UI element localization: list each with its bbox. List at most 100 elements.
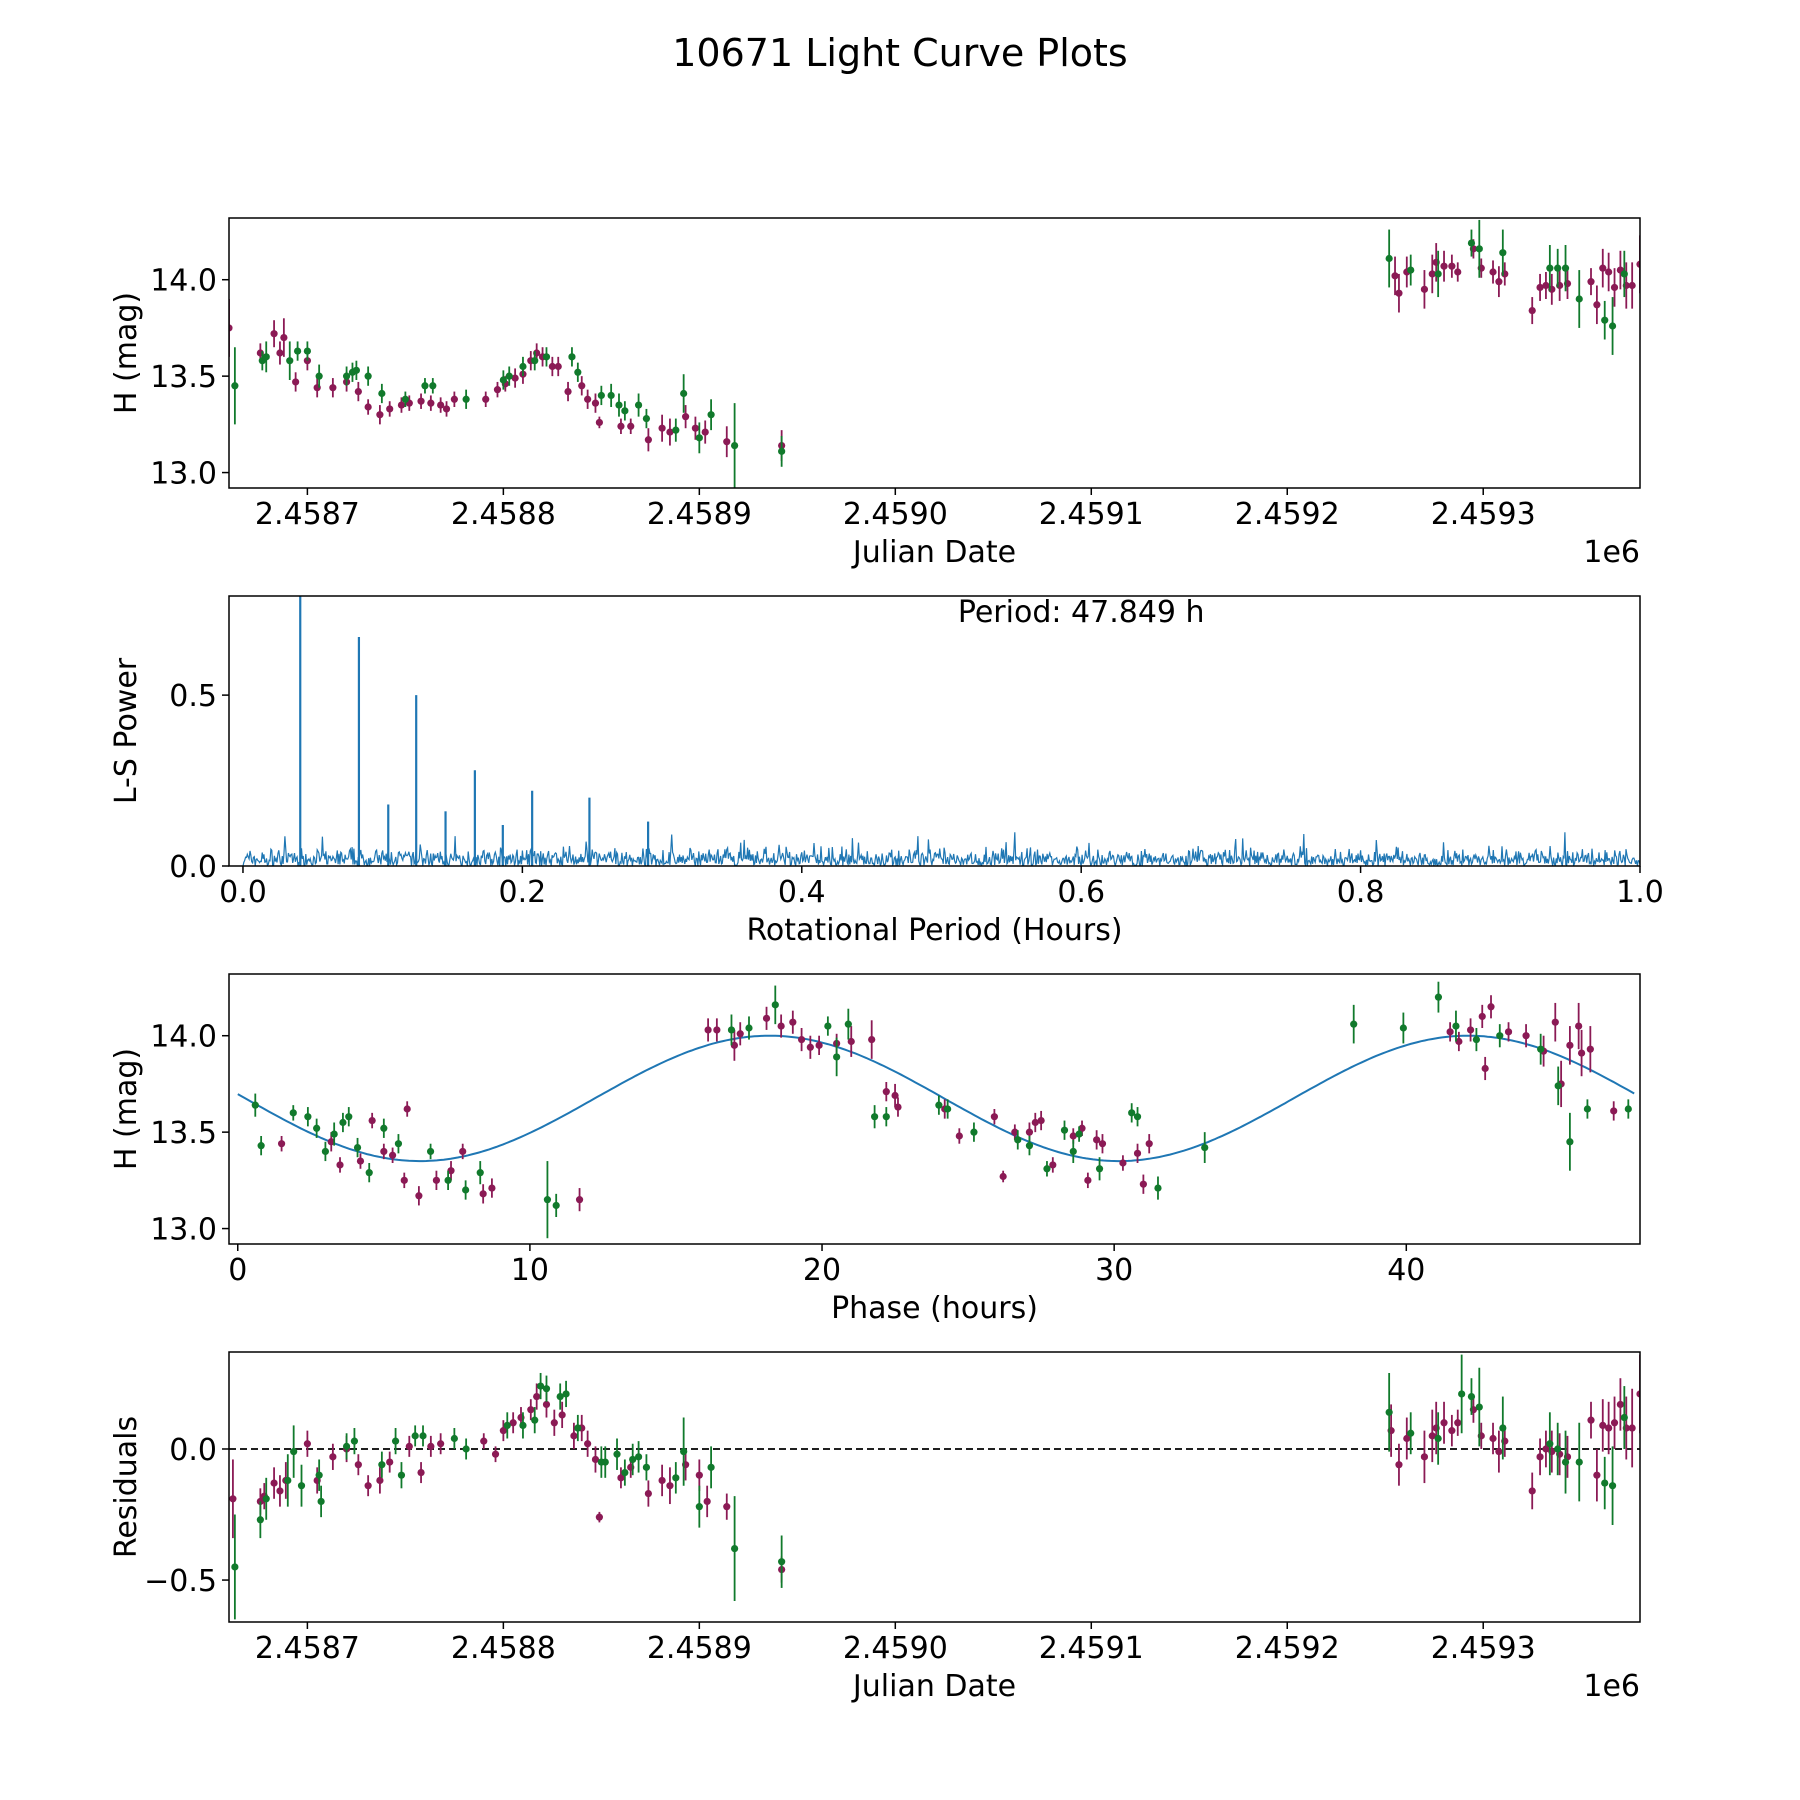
data-point [342,1442,351,1450]
data-point [1420,285,1429,293]
data-point [354,1461,362,1469]
data-point [345,1113,353,1121]
x-tick-label: 2.4589 [647,497,752,532]
residuals-panel: 2.4587 2.4588 2.4589 2.4590 2.4591 2.4592 2.45… [109,1351,1641,1704]
data-point [591,399,600,407]
data-point [815,1041,823,1049]
data-point [1599,264,1607,272]
data-point [353,1143,362,1152]
data-point [634,1453,643,1461]
data-point [276,1487,284,1495]
data-point [330,1130,338,1138]
data-point [730,1041,738,1049]
data-point [723,438,731,446]
data-point [1566,1138,1574,1146]
data-point [400,1176,408,1184]
data-point [376,1476,384,1485]
data-point [707,411,715,419]
data-point [621,1468,629,1477]
data-point [1454,268,1462,276]
data-point [364,372,372,380]
data-point [364,1482,372,1490]
data-point [627,422,635,430]
data-point [564,387,572,396]
data-point [1620,1413,1628,1422]
data-point [595,418,603,427]
data-point [1495,1448,1503,1456]
data-point [1133,1149,1142,1157]
x-axis-label: Phase (hours) [831,1291,1038,1326]
data-point [680,1448,688,1456]
data-point [607,391,615,400]
res-axes-frame [228,1351,1641,1623]
data-point [1448,1427,1456,1435]
data-point [432,1176,441,1184]
data-point [421,382,429,390]
data-point [1043,1165,1051,1173]
data-point [644,436,652,444]
data-point [1434,993,1443,1001]
data-point [731,441,739,450]
data-point [401,395,409,403]
y-axis-label: H (mag) [109,1048,144,1170]
data-point [391,1437,400,1445]
data-point [380,1124,388,1132]
ls-plot-area [242,596,1640,866]
data-point [1455,1037,1463,1046]
data-point [290,1448,298,1456]
data-point [1624,1105,1632,1113]
data-point [1593,1471,1601,1479]
data-point [542,1400,551,1409]
data-point [1069,1132,1077,1140]
series-green [231,1354,1628,1620]
data-point [1128,1109,1136,1117]
data-point [1119,1159,1127,1167]
data-point [680,389,688,398]
data-point [682,413,690,421]
data-point [303,347,311,355]
phase-axes-frame [228,973,1641,1245]
data-point [229,324,233,332]
data-point [426,1147,435,1156]
data-point [727,1026,736,1034]
data-point [1049,1161,1057,1169]
data-point [257,1142,265,1150]
data-point [575,1196,584,1204]
data-point [578,382,586,390]
data-point [570,1432,578,1440]
figure-title: 10671 Light Curve Plots [672,31,1127,75]
data-point [286,357,294,365]
data-point [548,362,556,371]
x-tick-label: 2.4590 [843,1631,948,1666]
data-point [1575,1022,1583,1030]
data-point [731,1545,739,1553]
data-point [276,349,284,357]
x-axis-label: Rotational Period (Hours) [746,913,1122,948]
data-point [289,1109,297,1117]
data-point [1528,306,1536,315]
x-tick-label: 2.4587 [255,497,360,532]
data-point [1554,1082,1562,1090]
data-point [1472,1035,1481,1044]
data-point [378,1461,386,1469]
data-point [871,1113,879,1121]
data-point [554,362,562,371]
data-point [365,1169,373,1177]
data-point [777,1022,785,1030]
data-point [1428,270,1436,278]
data-point [356,1157,365,1165]
data-point [629,1455,637,1464]
data-point [797,1035,806,1044]
data-point [1084,1176,1092,1184]
data-point [1542,1445,1550,1453]
data-point [231,382,239,390]
data-point [568,353,576,361]
data-point [509,1419,517,1427]
data-point [847,1037,855,1046]
series-magenta [277,995,1618,1212]
data-point [1546,264,1554,272]
data-point [713,1026,721,1034]
data-point [1561,264,1570,272]
data-point [844,1020,852,1028]
x-tick-label: 2.4591 [1039,1631,1144,1666]
